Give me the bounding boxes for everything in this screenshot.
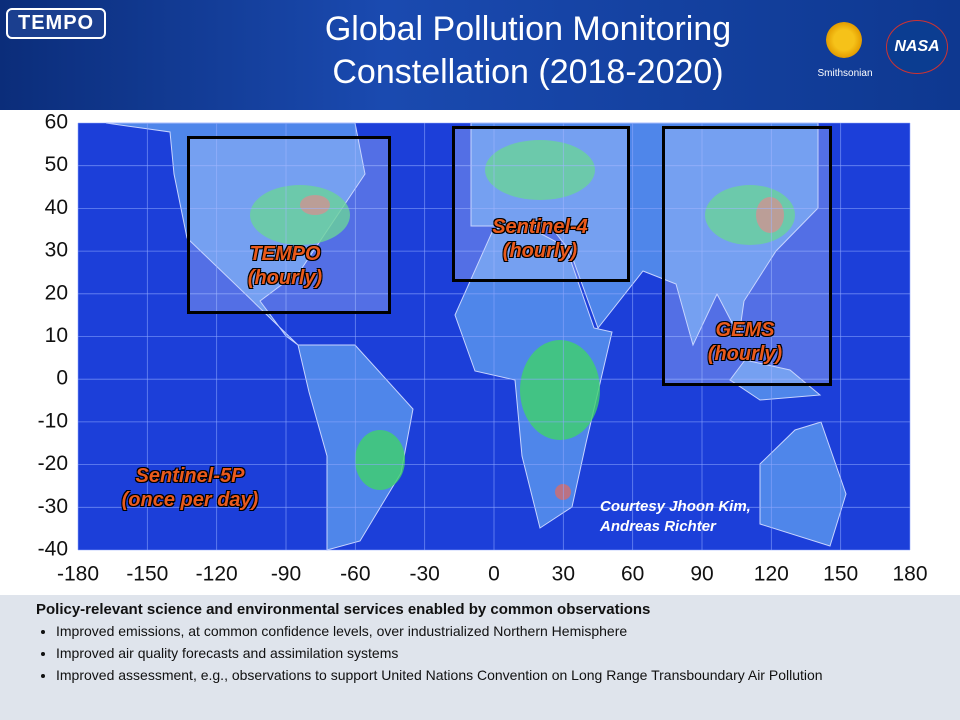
map: -40 -30 -20 -10 0 10 20 30 40 50 60 -180 -150 -120 -90… [38, 111, 928, 586]
x-tick-label: 60 [621, 563, 644, 586]
y-tick-label: 10 [45, 324, 68, 347]
hotspot [300, 195, 784, 500]
y-tick-label: -30 [38, 495, 68, 518]
x-tick-label: 30 [552, 563, 575, 586]
x-tick-label: 180 [892, 563, 927, 586]
badge: TEMPO [6, 8, 107, 39]
y-tick-label: -10 [38, 409, 68, 432]
x-tick-label: -150 [126, 563, 168, 586]
x-tick-label: -180 [57, 563, 99, 586]
logo-text: Smithsonian [817, 68, 873, 79]
x-tick-label: 120 [754, 563, 789, 586]
coverage-box [452, 126, 630, 282]
y-tick-label: 60 [45, 111, 68, 134]
y-tick-label: 20 [45, 281, 68, 304]
land [105, 122, 847, 551]
region-label: GEMS (hourly) [665, 318, 825, 366]
region-cadence: (hourly) [707, 343, 783, 365]
bullet: Improved emissions, at common confidence… [56, 623, 896, 640]
header: TEMPO Global Pollution Monitoring Conste… [0, 0, 960, 110]
x-tick-label: 90 [690, 563, 713, 586]
bullet: Improved air quality forecasts and assim… [56, 645, 896, 662]
y-tick-label: 0 [56, 367, 68, 390]
credit-line: Andreas Richter [600, 518, 716, 535]
region-cadence: (hourly) [247, 267, 323, 289]
x-tick-label: -30 [409, 563, 439, 586]
y-tick-label: 40 [45, 196, 68, 219]
region-cadence: (once per day) [121, 489, 259, 511]
region-label: Sentinel-5P (once per day) [80, 464, 300, 512]
credit-line: Courtesy Jhoon Kim, [600, 498, 751, 515]
y-tick-label: 30 [45, 239, 68, 262]
y-tick-label: 50 [45, 153, 68, 176]
bullet: Improved assessment, e.g., observations … [56, 667, 896, 684]
credit: Courtesy Jhoon Kim, Andreas Richter [600, 497, 751, 537]
x-tick-label: -90 [271, 563, 301, 586]
coverage-box [662, 126, 832, 386]
x-tick-label: -120 [196, 563, 238, 586]
smithsonian-sun [826, 22, 862, 58]
region-name: GEMS [715, 319, 775, 341]
x-tick-label: 150 [823, 563, 858, 586]
region-cadence: (hourly) [502, 240, 578, 262]
title: Global Pollution Monitoring Constellatio… [324, 10, 732, 91]
logo-text: NASA [886, 20, 948, 74]
footer: Policy-relevant science and environmenta… [0, 595, 960, 720]
region-label: Sentinel-4 (hourly) [455, 215, 625, 263]
region-name: Sentinel-5P [135, 465, 245, 487]
region-label: TEMPO (hourly) [190, 242, 380, 290]
x-tick-label: -60 [340, 563, 370, 586]
region-name: Sentinel-4 [492, 216, 588, 238]
coverage-box [187, 136, 391, 314]
footer-heading: Policy-relevant science and environmenta… [36, 601, 651, 618]
bullet-list: Improved emissions, at common confidence… [40, 623, 896, 689]
x-tick-label: 0 [488, 563, 500, 586]
y-tick-label: -40 [38, 538, 68, 561]
region-name: TEMPO [249, 243, 321, 265]
y-tick-label: -20 [38, 452, 68, 475]
